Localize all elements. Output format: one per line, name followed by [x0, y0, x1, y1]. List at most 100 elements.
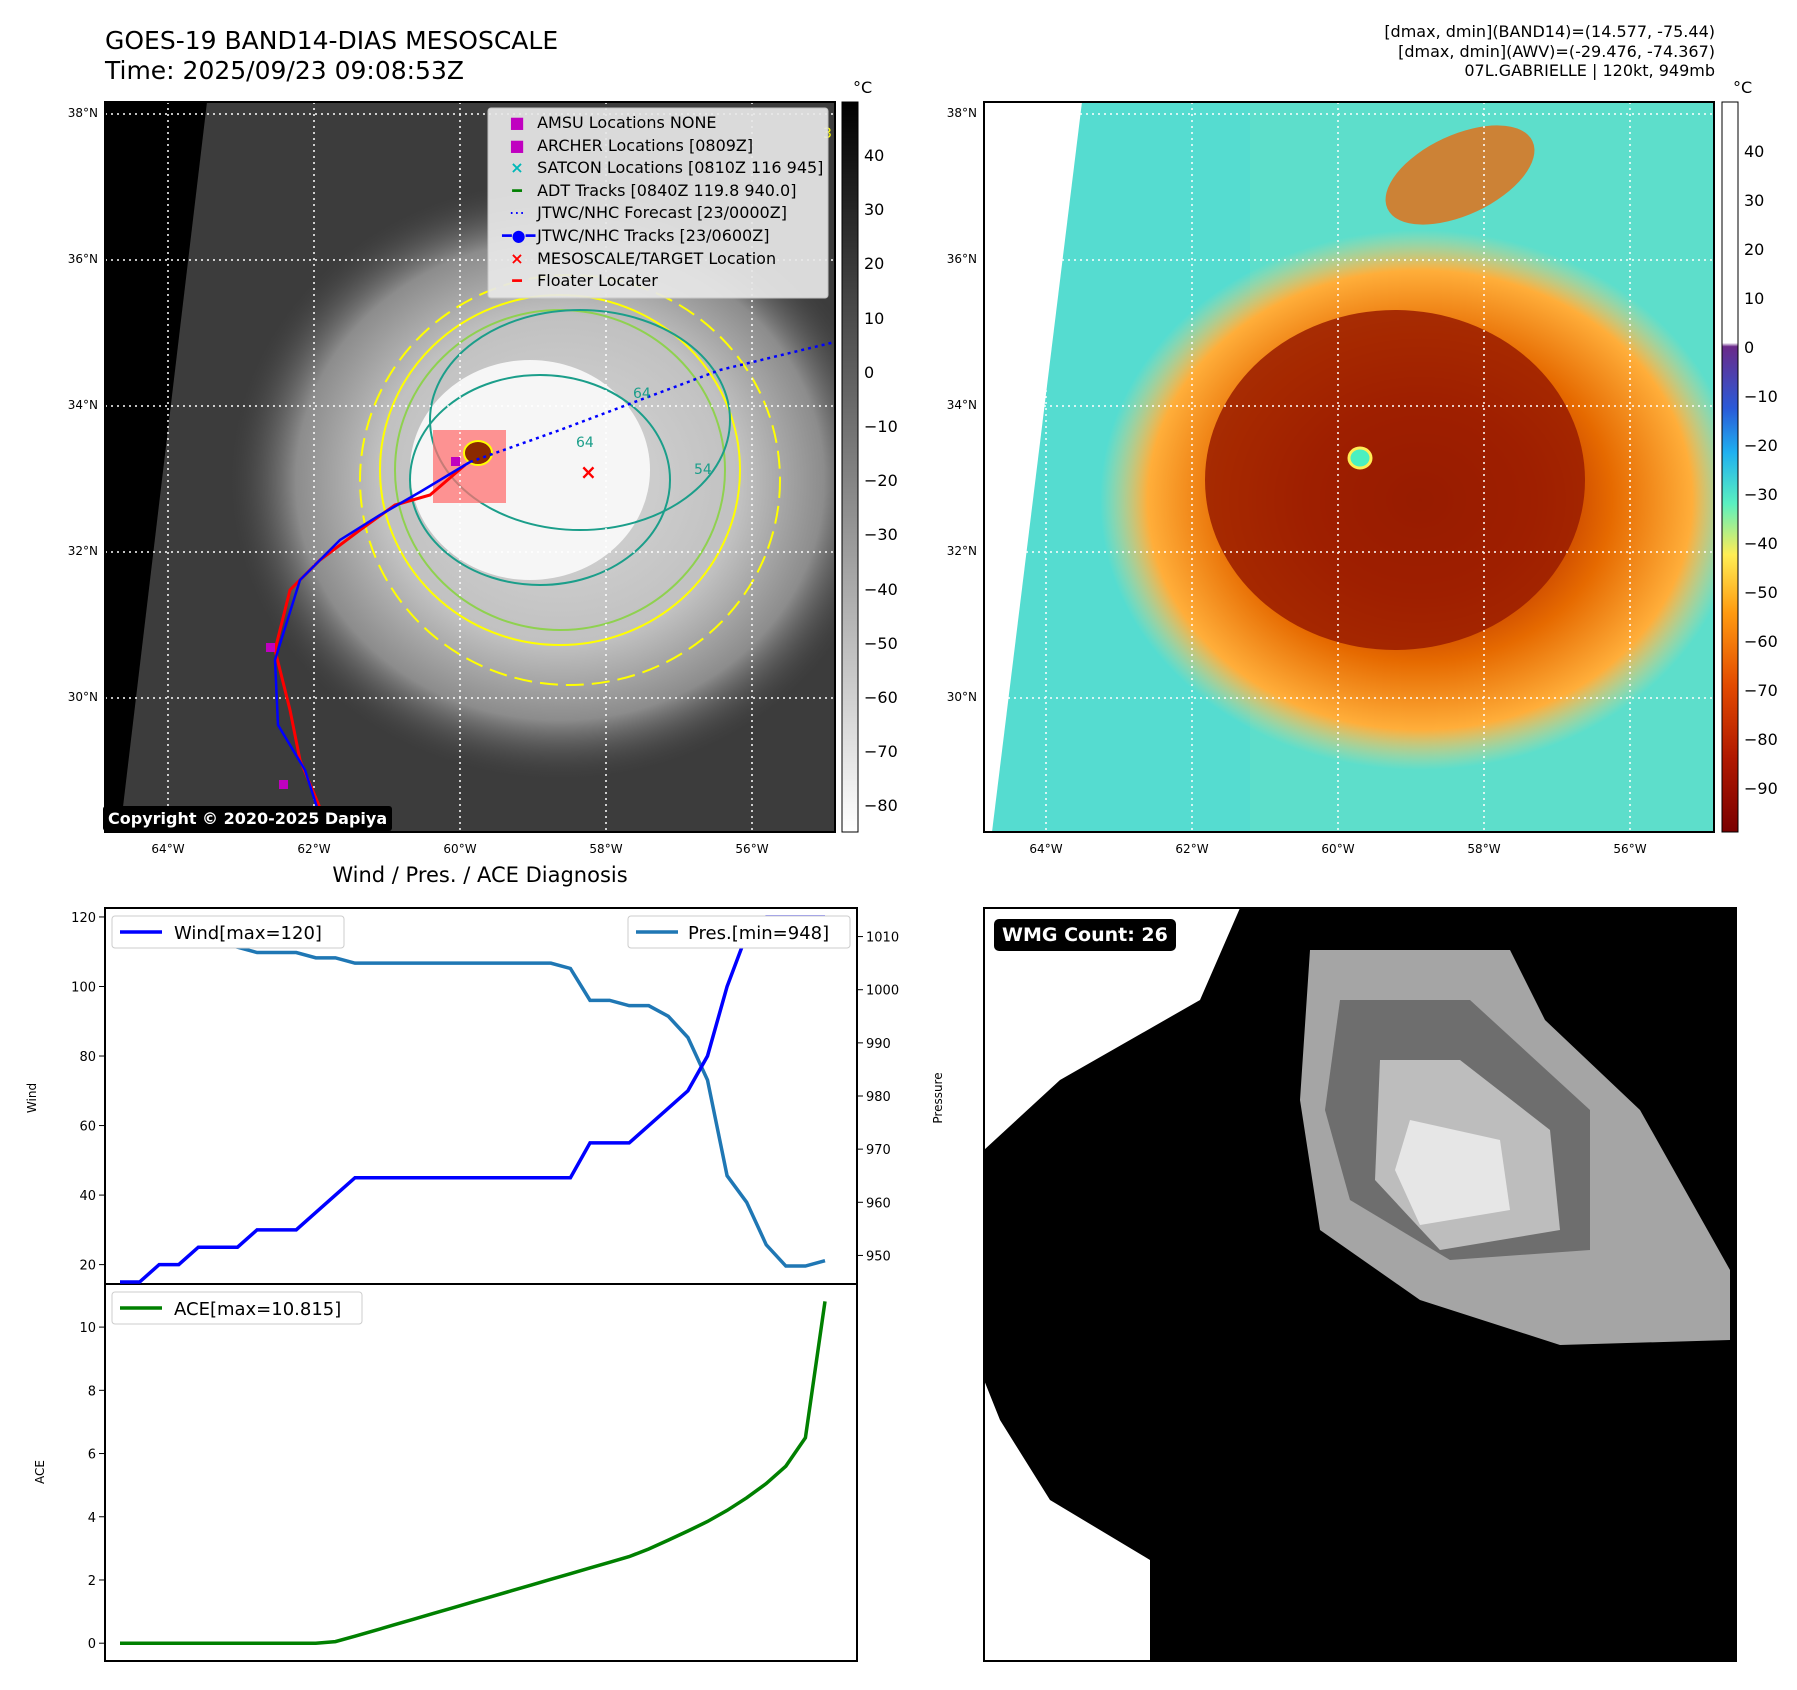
lat-label-left: 32°N [67, 544, 98, 558]
left-map-frame [104, 101, 836, 833]
lon-label-right: 62°W [1175, 842, 1209, 856]
lat-label-right: 38°N [946, 106, 977, 120]
lat-label-right: 32°N [946, 544, 977, 558]
color-colorbar-tick: 20 [1744, 240, 1765, 259]
color-colorbar-tick: −10 [1744, 387, 1778, 406]
gray-colorbar-tick: −50 [864, 633, 898, 653]
wind-legend-box [111, 915, 345, 949]
legend-entry-tracks: ━●━ JTWC/NHC Tracks [23/0600Z] [502, 225, 770, 245]
diagnosis-title: Wind / Pres. / ACE Diagnosis [332, 863, 628, 887]
gray-colorbar-tick: −20 [864, 471, 898, 491]
color-colorbar-tick: −60 [1744, 632, 1778, 651]
title-line-2: Time: 2025/09/23 09:08:53Z [105, 56, 464, 85]
pressure-tick-label: 980 [866, 1090, 891, 1105]
contour-label-3: 54 [694, 462, 712, 478]
gray-colorbar [841, 101, 859, 833]
lon-label-left: 58°W [589, 842, 623, 856]
stats-line-3: 07L.GABRIELLE | 120kt, 949mb [1464, 61, 1715, 80]
pressure-legend-box [627, 915, 851, 949]
ace-tick-label: 2 [88, 1574, 96, 1589]
pressure-tick-label: 950 [866, 1249, 891, 1264]
color-colorbar-tick: −70 [1744, 681, 1778, 700]
lon-label-left: 64°W [151, 842, 185, 856]
right-map-frame [983, 101, 1715, 833]
svg-text:×: × [580, 460, 597, 484]
wind-tick-label: 120 [71, 911, 96, 926]
color-colorbar-tick: 0 [1744, 338, 1755, 357]
gray-colorbar-tick: 10 [864, 308, 885, 328]
color-colorbar-tick: −50 [1744, 583, 1778, 602]
lat-label-right: 36°N [946, 252, 977, 266]
gray-colorbar-tick: −70 [864, 742, 898, 762]
gray-colorbar-tick: −10 [864, 417, 898, 436]
legend-entry-forecast: ⋯ JTWC/NHC Forecast [23/0000Z] [509, 203, 787, 223]
lon-label-left: 60°W [443, 842, 477, 856]
wind-tick-label: 40 [79, 1189, 96, 1204]
lon-label-right: 64°W [1029, 842, 1063, 856]
legend-entry-amsu: ■ AMSU Locations NONE [509, 113, 717, 132]
contour-label-1: 64 [633, 386, 651, 402]
contour-label-2: 64 [576, 435, 594, 451]
ace-tick-label: 4 [88, 1511, 96, 1526]
pressure-axis-label: Pressure [931, 1072, 945, 1123]
pressure-legend-label: Pres.[min=948] [688, 923, 829, 944]
lon-label-left: 56°W [735, 842, 769, 856]
color-colorbar-tick: −80 [1744, 730, 1778, 749]
color-colorbar-tick: 40 [1744, 142, 1765, 161]
legend-entry-archer: ■ ARCHER Locations [0809Z] [509, 135, 754, 155]
map-grid-right [984, 102, 1714, 832]
gray-colorbar-tick: −60 [864, 688, 898, 707]
lon-label-right: 58°W [1467, 842, 1501, 856]
pressure-tick-label: 1000 [866, 984, 899, 999]
lat-label-right: 34°N [946, 398, 977, 412]
stats-line-2: [dmax, dmin](AWV)=(-29.476, -74.367) [1398, 41, 1715, 61]
ace-tick-label: 10 [79, 1321, 96, 1336]
wind-legend-label: Wind[max=120] [174, 923, 322, 944]
color-colorbar [1721, 101, 1739, 833]
stats-line-1: [dmax, dmin](BAND14)=(14.577, -75.44) [1384, 22, 1715, 41]
legend-entry-adt: ━ ADT Tracks [0840Z 119.8 940.0] [512, 180, 797, 200]
lat-label-right: 30°N [946, 690, 977, 704]
lat-label-left: 34°N [67, 398, 98, 412]
lon-label-right: 56°W [1613, 842, 1647, 856]
ir-color-map [984, 102, 1714, 832]
gray-colorbar-tick: 0 [864, 362, 875, 382]
ace-series-line [120, 1301, 827, 1645]
wmg-frame [983, 907, 1737, 1662]
gray-colorbar-tick: 20 [864, 254, 885, 274]
legend-entry-floater: ━ Floater Locater [512, 271, 658, 291]
wind-tick-label: 100 [71, 980, 96, 995]
wind-tick-label: 80 [79, 1050, 96, 1065]
wind-tick-label: 60 [79, 1120, 96, 1135]
color-colorbar-tick: 30 [1744, 191, 1765, 210]
legend-entries: ■ AMSU Locations NONE ■ ARCHER Locations… [502, 112, 823, 293]
lat-label-left: 36°N [67, 252, 98, 266]
gray-colorbar-tick: −30 [864, 525, 898, 545]
gray-colorbar-tick: −80 [864, 796, 898, 816]
charts-layer: 2040608010012095096097098099010001010Win… [25, 911, 945, 1652]
lon-label-right: 60°W [1321, 842, 1355, 856]
wind-series-line [120, 915, 825, 1284]
wmg-count-badge: WMG Count: 26 [994, 919, 1176, 951]
pressure-tick-label: 960 [866, 1196, 891, 1211]
pressure-tick-label: 990 [866, 1037, 891, 1052]
wind-tick-label: 20 [79, 1259, 96, 1274]
ace-legend-label: ACE[max=10.815] [174, 1299, 341, 1320]
map-legend [487, 107, 829, 299]
stats-block: [dmax, dmin](BAND14)=(14.577, -75.44) [d… [1384, 22, 1715, 81]
ace-axis-label: ACE [33, 1460, 47, 1484]
pressure-tick-label: 970 [866, 1143, 891, 1158]
ace-tick-label: 6 [88, 1448, 96, 1463]
wind-axis-label: Wind [25, 1083, 39, 1113]
ace-tick-label: 0 [88, 1637, 96, 1652]
color-colorbar-tick: −20 [1744, 436, 1778, 455]
gray-colorbar-tick: −40 [864, 579, 898, 599]
lat-label-left: 30°N [67, 690, 98, 704]
pressure-series-line [120, 924, 826, 1268]
color-colorbar-unit: °C [1733, 78, 1753, 97]
color-colorbar-tick: −90 [1744, 779, 1778, 798]
legend-entry-mesoscale: × MESOSCALE/TARGET Location [510, 248, 777, 268]
figure-title: GOES-19 BAND14-DIAS MESOSCALE Time: 2025… [105, 26, 558, 86]
title-line-1: GOES-19 BAND14-DIAS MESOSCALE [105, 26, 559, 55]
